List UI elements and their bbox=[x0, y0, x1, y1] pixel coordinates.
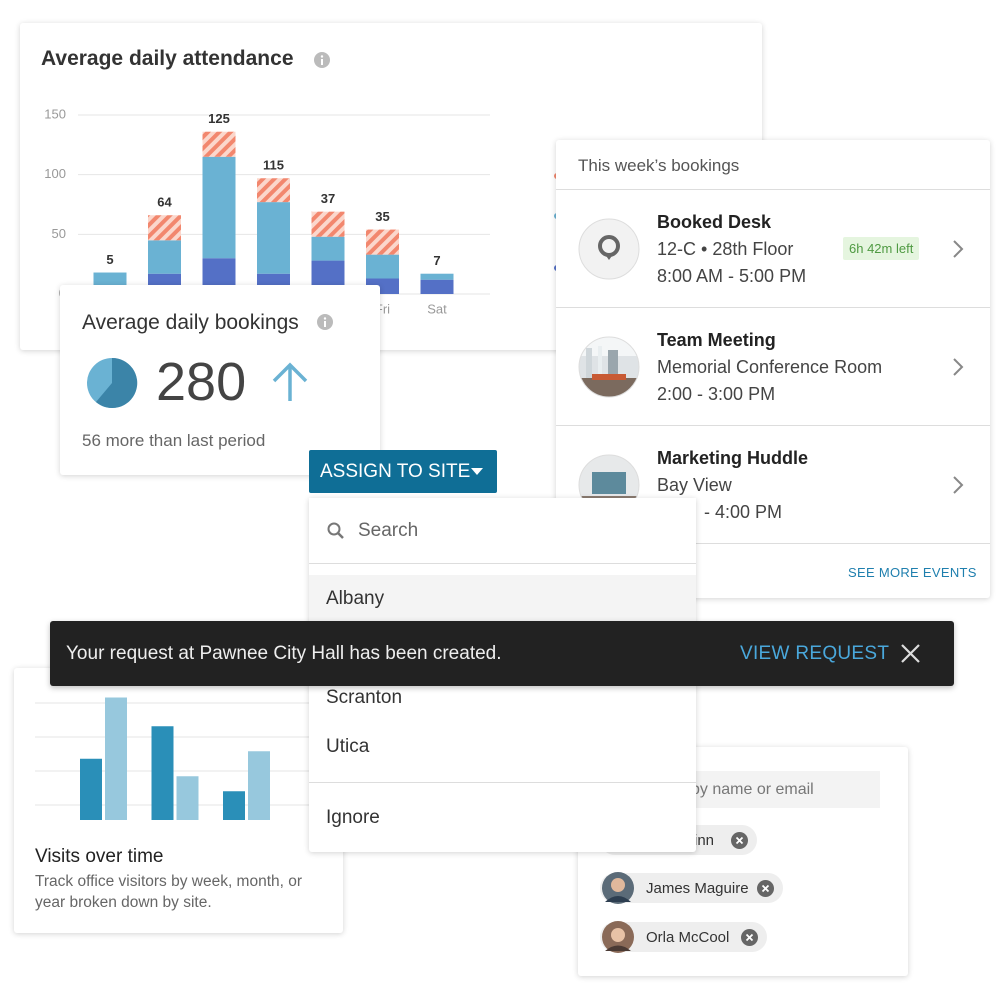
bar-segment bbox=[202, 131, 236, 157]
desk-icon bbox=[578, 218, 640, 280]
total-label: 125 bbox=[208, 111, 230, 126]
pie-icon bbox=[87, 357, 138, 408]
site-option[interactable]: Scranton bbox=[326, 687, 403, 708]
chip-remove[interactable] bbox=[741, 929, 758, 946]
ignore-option[interactable]: Ignore bbox=[326, 807, 380, 828]
option-highlight bbox=[309, 575, 696, 625]
chevron bbox=[953, 358, 964, 376]
total-label: 64 bbox=[157, 195, 172, 210]
chip-remove[interactable] bbox=[757, 880, 774, 897]
divider bbox=[556, 189, 990, 190]
total-label: 7 bbox=[433, 253, 440, 268]
bar bbox=[105, 697, 127, 820]
search-placeholder: Search bbox=[358, 520, 419, 541]
bar-segment bbox=[366, 229, 399, 255]
card-title: Visits over time bbox=[35, 846, 164, 867]
card-description: Track office visitors by week, month, or… bbox=[35, 873, 303, 911]
bar-segment bbox=[311, 236, 345, 261]
time-badge: 6h 42m left bbox=[843, 237, 920, 260]
chip-remove[interactable] bbox=[731, 832, 748, 849]
panel-title: This week’s bookings bbox=[578, 156, 740, 175]
chevron bbox=[953, 240, 964, 258]
event-time: 2:00 - 3:00 PM bbox=[657, 384, 776, 404]
event-title: Marketing Huddle bbox=[657, 448, 809, 468]
event-location: Memorial Conference Room bbox=[657, 357, 883, 377]
y-tick-label: 150 bbox=[44, 106, 66, 121]
bar-segment bbox=[420, 279, 454, 294]
info-icon bbox=[314, 52, 330, 68]
card-title: Average daily attendance bbox=[41, 47, 294, 70]
people-card: by name or email inn James Maguire Orla … bbox=[578, 747, 908, 976]
bar bbox=[248, 751, 270, 820]
bar-segment bbox=[366, 254, 399, 279]
chevron bbox=[953, 476, 964, 494]
bar bbox=[151, 726, 174, 820]
divider bbox=[309, 782, 696, 783]
bar-segment bbox=[202, 156, 236, 259]
input-placeholder: by name or email bbox=[691, 781, 814, 798]
trend-arrow bbox=[272, 362, 308, 401]
visits-card: Visits over time Track office visitors b… bbox=[14, 668, 343, 933]
site-option[interactable]: Utica bbox=[326, 736, 370, 757]
assign-button[interactable]: ASSIGN TO SITE bbox=[309, 450, 497, 493]
summary-value: 280 bbox=[156, 352, 247, 412]
event-time: - 4:00 PM bbox=[704, 502, 783, 522]
chip-name: James Maguire bbox=[646, 880, 749, 897]
caret bbox=[471, 468, 483, 475]
search-icon bbox=[327, 522, 344, 539]
toast-action[interactable]: VIEW REQUEST bbox=[740, 643, 890, 664]
chip-name: Orla McCool bbox=[646, 929, 730, 946]
bar-segment bbox=[311, 211, 345, 237]
y-tick-label: 100 bbox=[44, 166, 66, 181]
bar bbox=[80, 758, 102, 820]
event-location: 12-C • 28th Floor bbox=[657, 239, 794, 259]
card-title: Average daily bookings bbox=[82, 311, 299, 334]
toast: Your request at Pawnee City Hall has bee… bbox=[50, 621, 954, 686]
divider bbox=[556, 425, 990, 426]
bar-segment bbox=[257, 178, 290, 203]
info-icon bbox=[317, 314, 333, 330]
toast-message: Your request at Pawnee City Hall has bee… bbox=[66, 643, 502, 664]
event-location: Bay View bbox=[657, 475, 732, 495]
bar-segment bbox=[257, 202, 290, 274]
button-label: ASSIGN TO SITE bbox=[320, 461, 471, 482]
bar-segment bbox=[148, 215, 181, 241]
x-tick-label: Sat bbox=[427, 301, 447, 316]
visits-chart bbox=[35, 697, 310, 820]
summary-note: 56 more than last period bbox=[82, 431, 266, 450]
event-row[interactable]: Booked Desk 12-C • 28th Floor 8:00 AM - … bbox=[556, 190, 990, 307]
event-time: 8:00 AM - 5:00 PM bbox=[657, 266, 807, 286]
event-title: Team Meeting bbox=[657, 330, 776, 350]
bookings-summary-card: Average daily bookings 280 56 more than … bbox=[60, 285, 380, 475]
avatar bbox=[602, 921, 634, 953]
total-label: 37 bbox=[321, 191, 335, 206]
bar-segment bbox=[148, 240, 181, 274]
divider bbox=[556, 543, 990, 544]
total-label: 5 bbox=[106, 252, 113, 267]
site-option[interactable]: Albany bbox=[326, 588, 385, 609]
total-label: 35 bbox=[375, 209, 389, 224]
event-row[interactable]: Team Meeting Memorial Conference Room 2:… bbox=[556, 308, 990, 425]
event-title: Booked Desk bbox=[657, 212, 772, 232]
bar-segment bbox=[420, 273, 454, 280]
avatar bbox=[602, 872, 634, 904]
divider bbox=[309, 563, 696, 564]
chip-name: inn bbox=[694, 832, 715, 849]
room-photo bbox=[578, 336, 640, 398]
see-more-link[interactable]: SEE MORE EVENTS bbox=[848, 565, 977, 580]
bar bbox=[176, 776, 199, 820]
toast-close[interactable] bbox=[900, 643, 921, 664]
divider bbox=[556, 307, 990, 308]
bar bbox=[223, 791, 245, 820]
total-label: 115 bbox=[263, 158, 284, 173]
y-tick-label: 50 bbox=[52, 226, 66, 241]
